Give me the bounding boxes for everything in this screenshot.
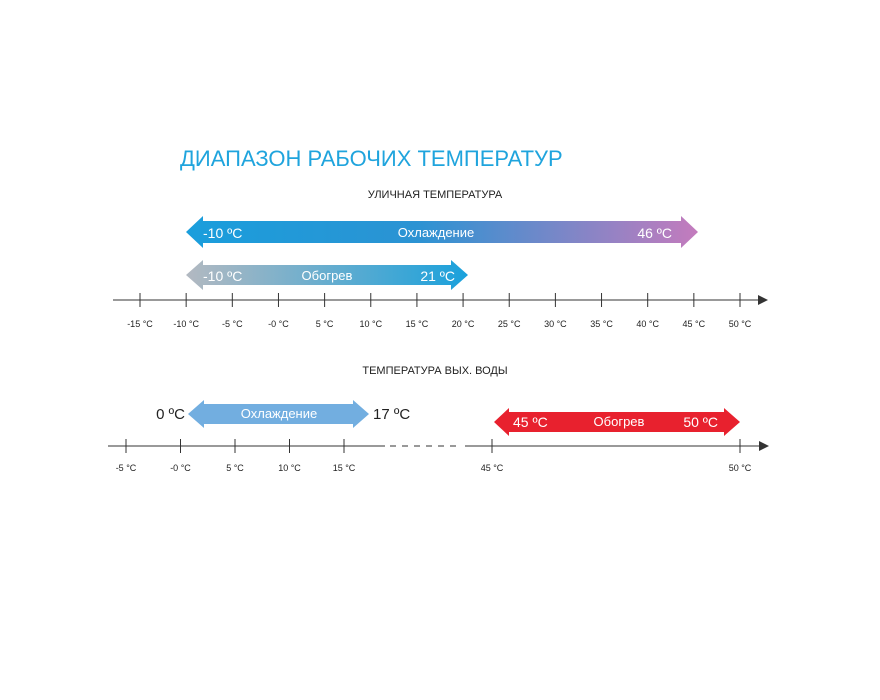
water-heading: ТЕМПЕРАТУРА ВЫХ. ВОДЫ [362,365,507,377]
water-cooling-label: Охлаждение [241,406,317,421]
outdoor-cooling-min-label: -10 ºC [203,225,242,241]
outdoor-heating-max-label: 21 ºC [420,268,455,284]
water-tick-label: 50 °C [729,463,752,473]
page-title: ДИАПАЗОН РАБОЧИХ ТЕМПЕРАТУР [180,146,563,171]
water-tick-label: 15 °C [333,463,356,473]
outdoor-axis-ticks: -15 °C -10 °C -5 °C -0 °C 5 °C 10 °C 15 °C 20 °… [127,293,752,329]
outdoor-tick-label: 5 °C [316,319,334,329]
outdoor-cooling-arrow [186,216,698,248]
outdoor-tick-label: 10 °C [359,319,382,329]
water-cooling-min-label: 0 ºC [156,406,185,423]
water-axis-arrowhead [759,441,769,451]
water-heating-arrow [494,408,740,436]
water-cooling-arrow [188,400,369,428]
water-tick-label: -5 °C [116,463,137,473]
outdoor-cooling-label: Охлаждение [398,225,474,240]
outdoor-heating-arrow [186,260,468,290]
outdoor-heating-min-label: -10 ºC [203,268,242,284]
outdoor-tick-label: 15 °C [406,319,429,329]
outdoor-tick-label: -10 °C [173,319,199,329]
outdoor-tick-label: -0 °C [268,319,289,329]
outdoor-tick-label: 45 °C [683,319,706,329]
water-tick-label: 10 °C [278,463,301,473]
outdoor-cooling-max-label: 46 ºC [637,225,672,241]
water-heating-min-label: 45 ºC [513,414,548,430]
outdoor-tick-label: -15 °C [127,319,153,329]
outdoor-tick-label: 35 °C [590,319,613,329]
water-tick-label: 45 °C [481,463,504,473]
outdoor-tick-label: -5 °C [222,319,243,329]
outdoor-heating-label: Обогрев [302,268,353,283]
water-heating-label: Обогрев [594,414,645,429]
outdoor-tick-label: 40 °C [636,319,659,329]
outdoor-tick-label: 50 °C [729,319,752,329]
outdoor-heading: УЛИЧНАЯ ТЕМПЕРАТУРА [368,189,503,201]
water-tick-label: 5 °C [226,463,244,473]
outdoor-tick-label: 20 °C [452,319,475,329]
water-axis-ticks: -5 °C -0 °C 5 °C 10 °C 15 °C 45 °C 50 °C [116,439,752,473]
outdoor-tick-label: 30 °C [544,319,567,329]
outdoor-tick-label: 25 °C [498,319,521,329]
water-heating-max-label: 50 ºC [683,414,718,430]
water-cooling-max-label: 17 ºC [373,406,410,423]
outdoor-axis-arrowhead [758,295,768,305]
water-tick-label: -0 °C [170,463,191,473]
